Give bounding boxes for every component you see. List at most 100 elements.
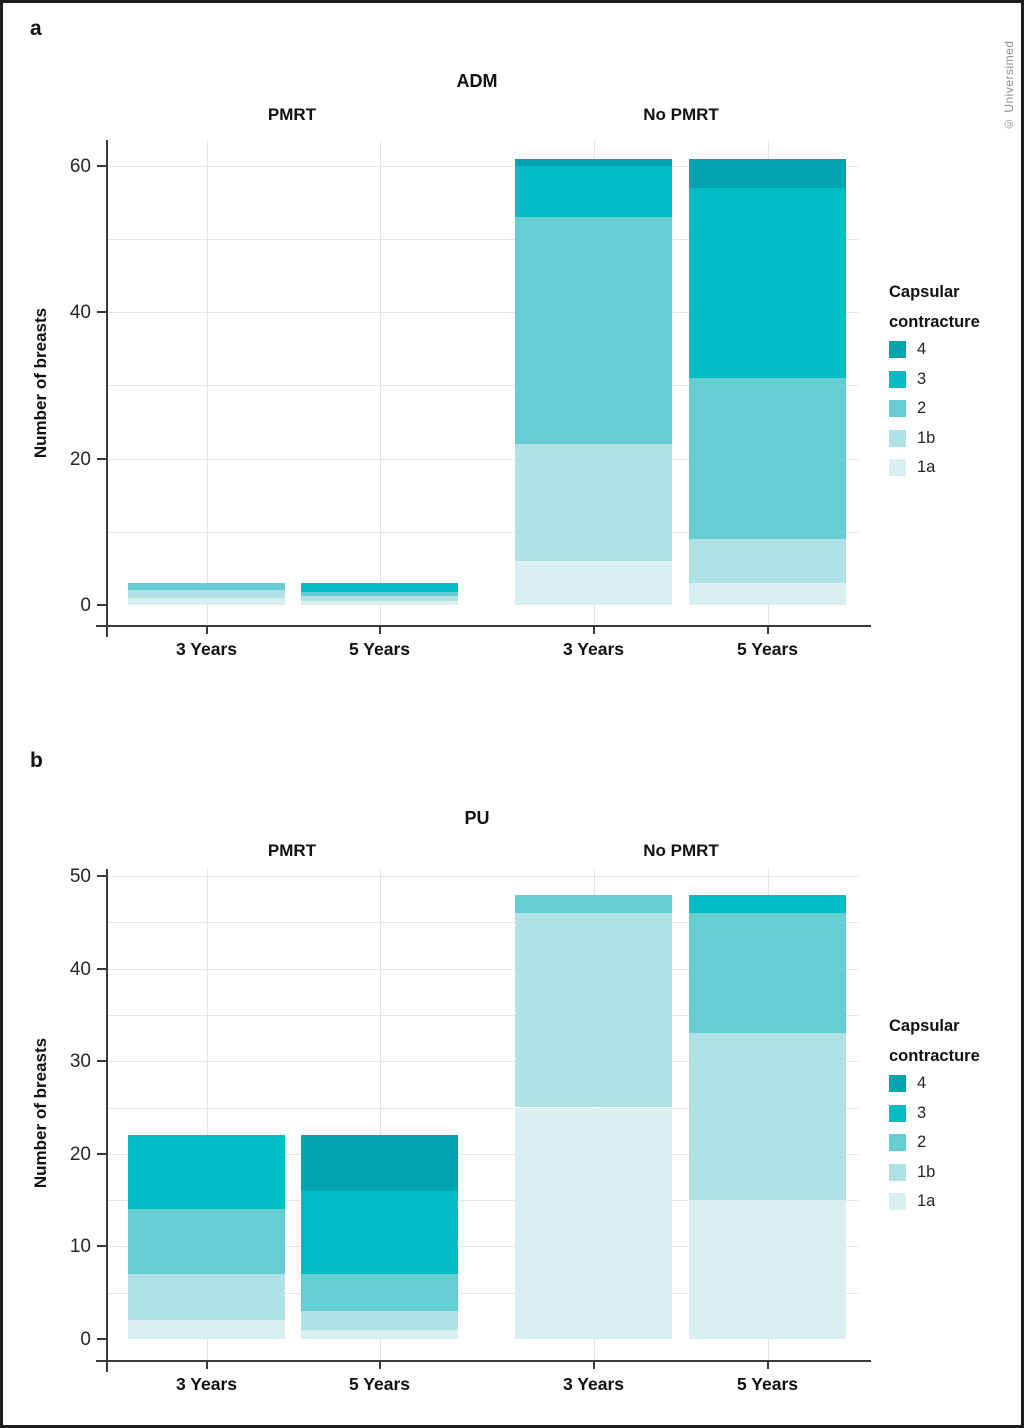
- y-tick-label: 20: [69, 448, 91, 470]
- bar-segment-grade-3: [301, 1190, 458, 1275]
- x-tick-label: 5 Years: [737, 639, 798, 659]
- x-tick-label: 5 Years: [349, 639, 410, 659]
- legend-swatch-3: [889, 370, 906, 388]
- legend-swatch-4: [889, 1075, 906, 1092]
- legend-a: Capsular contracture: [889, 277, 1019, 337]
- y-tick-label: 20: [69, 1143, 91, 1165]
- gridline-horizontal: [108, 968, 859, 970]
- bar-segment-grade-3: [128, 1135, 285, 1210]
- bar-segment-grade-1b: [301, 596, 458, 601]
- legend-label-3: 3: [917, 369, 927, 388]
- legend-b-title-line1: Capsular: [889, 1017, 960, 1035]
- gridline-horizontal: [108, 1246, 859, 1248]
- legend-swatch-1b: [889, 1163, 906, 1181]
- x-tick-label: 3 Years: [563, 639, 624, 659]
- gridline-vertical: [379, 140, 381, 625]
- legend-a-title-line2: contracture: [889, 313, 980, 331]
- bar-segment-grade-2: [128, 583, 285, 591]
- x-tick-label: 3 Years: [176, 1374, 237, 1394]
- y-tick-label: 40: [69, 302, 91, 324]
- chart-a-facet-label-no-pmrt: No PMRT: [643, 105, 719, 124]
- y-tick-label: 0: [80, 1329, 91, 1350]
- x-tick-label: 5 Years: [737, 1374, 798, 1394]
- legend-label-1b: 1b: [917, 1162, 936, 1181]
- x-tick-mark: [592, 625, 595, 634]
- bar-segment-grade-1b: [128, 1274, 285, 1321]
- y-tick-mark: [97, 457, 106, 460]
- x-tick-mark: [205, 625, 208, 634]
- legend-swatch-1b: [889, 429, 906, 447]
- x-tick-mark: [592, 1360, 595, 1369]
- x-tick-mark: [766, 625, 769, 634]
- bar-segment-grade-3: [301, 583, 458, 593]
- legend-label-1a: 1a: [917, 458, 936, 476]
- gridline-vertical: [206, 869, 208, 1360]
- legend-label-1a: 1a: [917, 1192, 936, 1210]
- legend-b-title-line2: contracture: [889, 1047, 980, 1065]
- bar-segment-grade-1a: [689, 583, 846, 605]
- bar-segment-grade-1b: [128, 590, 285, 598]
- chart-b-facet-label-no-pmrt: No PMRT: [643, 841, 719, 860]
- bar-segment-grade-3: [689, 187, 846, 379]
- bar-segment-grade-1a: [689, 1200, 846, 1339]
- legend-swatch-2: [889, 400, 906, 417]
- gridline-horizontal: [108, 458, 859, 460]
- y-tick-label: 10: [69, 1236, 91, 1258]
- gridline-horizontal: [108, 1061, 859, 1063]
- x-tick-label: 3 Years: [176, 639, 237, 659]
- y-tick-label: 30: [69, 1051, 91, 1073]
- y-axis-line: [106, 869, 108, 1372]
- y-tick-mark: [97, 1245, 106, 1248]
- y-tick-mark: [97, 1060, 106, 1063]
- chart-a-plot-area: 0 20 40 60 3 Years 5 Years 3 Years 5 Years: [3, 3, 1021, 717]
- legend-label-3: 3: [917, 1103, 927, 1122]
- x-axis-line: [96, 1360, 871, 1362]
- bar-segment-grade-1a: [301, 1329, 458, 1339]
- legend-swatch-3: [889, 1104, 906, 1122]
- legend-b-entries: 4 3 2 1b 1a: [889, 1075, 1019, 1215]
- bar-segment-grade-2: [301, 1274, 458, 1312]
- y-tick-mark: [97, 1338, 106, 1340]
- x-tick-mark: [378, 1360, 381, 1369]
- gridline-horizontal: [108, 312, 859, 314]
- bar-segment-grade-2: [515, 217, 672, 444]
- gridline-horizontal: [108, 385, 859, 387]
- gridline-vertical: [206, 140, 208, 625]
- bar-segment-grade-3: [689, 894, 846, 914]
- x-axis-line: [96, 625, 871, 627]
- bar-segment-grade-4: [301, 1135, 458, 1191]
- bar-segment-grade-2: [689, 378, 846, 540]
- bar-segment-grade-4: [515, 158, 672, 166]
- legend-a-title-line1: Capsular: [889, 283, 960, 301]
- y-tick-label: 60: [69, 155, 91, 177]
- legend-label-1b: 1b: [917, 428, 936, 447]
- x-tick-mark: [378, 625, 381, 634]
- chart-a-facet-label-pmrt: PMRT: [267, 105, 317, 124]
- panel-letter-a: a: [30, 17, 42, 40]
- bar-segment-grade-1a: [128, 597, 285, 605]
- x-tick-label: 3 Years: [563, 1374, 624, 1394]
- bar-segment-grade-1a: [128, 1320, 285, 1339]
- y-tick-mark: [97, 1152, 106, 1155]
- gridline-horizontal: [108, 531, 859, 533]
- chart-b-facet-label-pmrt: PMRT: [267, 841, 317, 860]
- bar-segment-grade-1b: [301, 1311, 458, 1330]
- x-tick-mark: [766, 1360, 769, 1369]
- chart-b-plot-area: 0 10 20 30 40 50 3 Years 5 Years 3 Years 5 Years: [3, 717, 1021, 1425]
- y-tick-label: 40: [69, 958, 91, 980]
- legend-label-2: 2: [917, 399, 927, 417]
- legend-a-entries: 4 3 2 1b 1a: [889, 341, 1019, 481]
- legend-swatch-2: [889, 1134, 906, 1151]
- legend-label-2: 2: [917, 1133, 927, 1151]
- y-tick-mark: [97, 875, 106, 877]
- panel-letter-b: b: [30, 749, 43, 772]
- y-tick-mark: [97, 967, 106, 970]
- y-tick-label: 50: [69, 866, 91, 887]
- bar-segment-grade-2: [689, 913, 846, 1034]
- x-tick-label: 5 Years: [349, 1374, 410, 1394]
- bar-segment-grade-1a: [301, 600, 458, 605]
- y-tick-mark: [97, 604, 106, 606]
- legend-b: Capsular contracture: [889, 1011, 1019, 1071]
- chart-b-title: PU: [464, 808, 490, 828]
